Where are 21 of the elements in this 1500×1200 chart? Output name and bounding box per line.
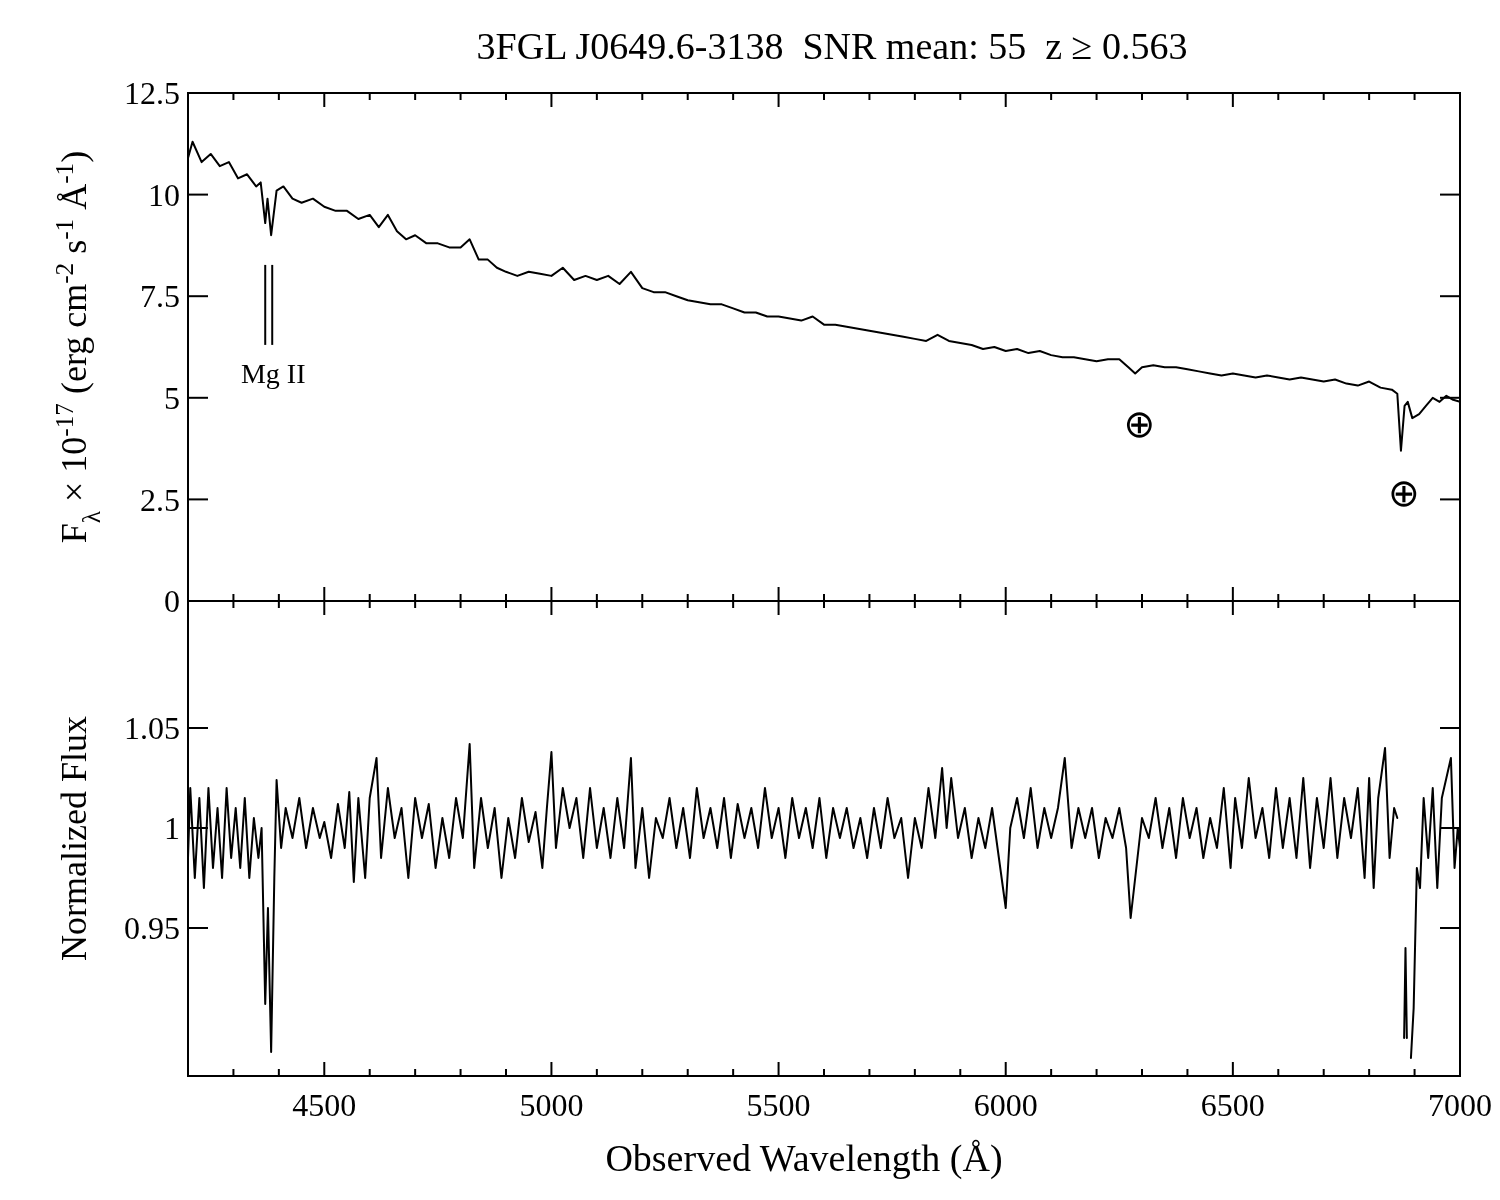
x-tick-label: 7000 — [1428, 1087, 1492, 1123]
x-tick-label: 6000 — [973, 1087, 1038, 1123]
y-tick-label: 1 — [164, 810, 180, 847]
y-tick-label: 12.5 — [124, 75, 180, 112]
y-tick-label: 2.5 — [140, 481, 180, 518]
chart-title: 3FGL J0649.6-3138 SNR mean: 55 z ≥ 0.563 — [476, 25, 1188, 67]
x-tick-label: 5500 — [746, 1087, 811, 1123]
y-tick-label: 0 — [164, 583, 180, 620]
y-tick-label: 7.5 — [140, 278, 180, 315]
x-tick-label: 6500 — [1200, 1087, 1265, 1123]
annotation: ⊕ — [1123, 401, 1156, 446]
y-tick-label: 0.95 — [124, 910, 180, 947]
annotation: ⊕ — [1388, 471, 1420, 516]
x-tick-label: 4500 — [292, 1087, 357, 1123]
y-tick-label: 10 — [148, 176, 180, 213]
annotation: Mg II — [240, 357, 306, 389]
y-tick-label: 5 — [164, 380, 180, 416]
y-axis-title: Normalized Flux — [53, 716, 94, 961]
x-axis-title: Observed Wavelength (Å) — [605, 1137, 1003, 1180]
y-tick-label: 1.05 — [124, 710, 180, 747]
x-tick-label: 5000 — [519, 1087, 584, 1123]
